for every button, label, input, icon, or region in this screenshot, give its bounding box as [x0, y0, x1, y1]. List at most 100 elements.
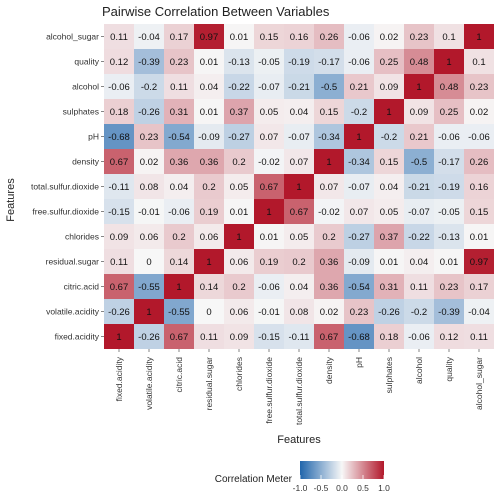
heatmap-cell: [344, 74, 374, 99]
x-tick-label: alcohol: [414, 357, 424, 384]
cell-value-label: 0.04: [170, 182, 189, 193]
heatmap-cell: [284, 174, 314, 199]
cell-value-label: 0.01: [200, 107, 219, 118]
heatmap-cell: [314, 299, 344, 324]
cell-value-label: 0.23: [140, 132, 159, 143]
y-tick-label: free.sulfur.dioxide: [32, 207, 99, 217]
y-tick-label: residual.sugar: [46, 257, 100, 267]
heatmap-cell: [254, 99, 284, 124]
cell-value-label: -0.05: [438, 207, 460, 218]
cell-value-label: 0.21: [350, 82, 369, 93]
x-tick-labels: fixed.acidity volatile.acidity citric.acid…: [114, 349, 484, 425]
cell-value-label: 0.1: [472, 57, 485, 68]
heatmap-cell: [134, 224, 164, 249]
y-tick-label: citric.acid: [64, 282, 100, 292]
cell-value-label: -0.05: [258, 57, 280, 68]
cell-value-label: -0.06: [108, 82, 130, 93]
x-tick-label: citric.acid: [174, 357, 184, 393]
cell-value-label: 0.08: [140, 182, 159, 193]
cell-value-label: 0.2: [292, 257, 305, 268]
cell-value-label: -0.15: [108, 207, 130, 218]
chart-title: Pairwise Correlation Between Variables: [102, 4, 330, 19]
cell-value-label: 0.04: [380, 182, 399, 193]
heatmap-cell: [344, 149, 374, 174]
cell-value-label: 0.09: [230, 332, 249, 343]
cell-value-label: 0.12: [440, 332, 459, 343]
cell-value-label: 0.36: [200, 157, 219, 168]
cell-value-label: 0.07: [290, 157, 309, 168]
cell-value-label: 0.04: [290, 107, 309, 118]
heatmap-cell: [164, 274, 194, 299]
cell-value-label: -0.01: [138, 207, 160, 218]
heatmap-cell: [434, 224, 464, 249]
heatmap-cell: [374, 149, 404, 174]
heatmap-cell: [434, 74, 464, 99]
y-tick-label: quality: [74, 57, 99, 67]
heatmap-cell: [344, 274, 374, 299]
heatmap-cell: [434, 324, 464, 349]
cell-value-label: 0.37: [380, 232, 399, 243]
cell-value-label: 1: [116, 332, 121, 343]
heatmap-cell: [104, 174, 134, 199]
heatmap-cell: [374, 24, 404, 49]
cell-value-label: -0.07: [288, 132, 310, 143]
x-tick-label: free.sulfur.dioxide: [264, 357, 274, 424]
y-tick-label: alcohol_sugar: [46, 32, 99, 42]
cell-value-label: -0.26: [108, 307, 130, 318]
heatmap-cell: [104, 224, 134, 249]
heatmap-cell: [254, 24, 284, 49]
heatmap-cell: [194, 174, 224, 199]
heatmap-cell: [284, 74, 314, 99]
heatmap-cell: [194, 274, 224, 299]
cell-value-label: 0.07: [260, 132, 279, 143]
x-tick-label: alcohol_sugar: [474, 357, 484, 410]
heatmap-cell: [164, 324, 194, 349]
cell-value-label: -0.09: [198, 132, 220, 143]
heatmap-cell: [374, 199, 404, 224]
heatmap-cell: [194, 199, 224, 224]
heatmap-cell: [314, 174, 344, 199]
heatmap-cell: [104, 199, 134, 224]
cell-value-label: 0.01: [230, 207, 249, 218]
heatmap-cell: [254, 249, 284, 274]
heatmap-cell: [314, 24, 344, 49]
heatmap-cell: [464, 24, 494, 49]
heatmap-cell: [314, 124, 344, 149]
legend-colorbar: [300, 461, 384, 479]
cell-value-label: -0.2: [381, 132, 397, 143]
x-axis-title: Features: [277, 434, 321, 446]
cell-value-label: -0.06: [408, 332, 430, 343]
cell-value-label: -0.07: [348, 182, 370, 193]
heatmap-cell: [134, 149, 164, 174]
x-tick-label: density: [324, 356, 334, 384]
heatmap-cell: [194, 224, 224, 249]
cell-value-label: -0.02: [258, 157, 280, 168]
heatmap-cell: [464, 124, 494, 149]
heatmap-cell: [314, 249, 344, 274]
cell-value-label: 1: [446, 57, 451, 68]
heatmap-cell: [194, 24, 224, 49]
heatmap-cell: [344, 49, 374, 74]
cell-value-label: 0.67: [170, 332, 189, 343]
cell-value-label: 0.97: [470, 257, 489, 268]
heatmap-cell: [404, 199, 434, 224]
x-tick-label: fixed.acidity: [114, 356, 124, 401]
x-tick-label: chlorides: [234, 357, 244, 391]
cell-value-label: 1: [176, 282, 181, 293]
cell-value-label: -0.22: [408, 232, 430, 243]
heatmap-cell: [344, 324, 374, 349]
cell-value-label: 0.11: [200, 332, 218, 343]
heatmap-cell: [434, 274, 464, 299]
cell-value-label: 0.15: [380, 157, 399, 168]
heatmap-cell: [404, 324, 434, 349]
legend-title: Correlation Meter: [215, 474, 293, 485]
heatmap-cell: [464, 224, 494, 249]
heatmap-cell: [404, 299, 434, 324]
heatmap-cell: [254, 274, 284, 299]
cell-value-label: 0.17: [170, 32, 189, 43]
cell-value-label: -0.68: [108, 132, 130, 143]
heatmap-cell: [284, 124, 314, 149]
y-tick-label: alcohol: [72, 82, 99, 92]
heatmap-cell: [254, 324, 284, 349]
